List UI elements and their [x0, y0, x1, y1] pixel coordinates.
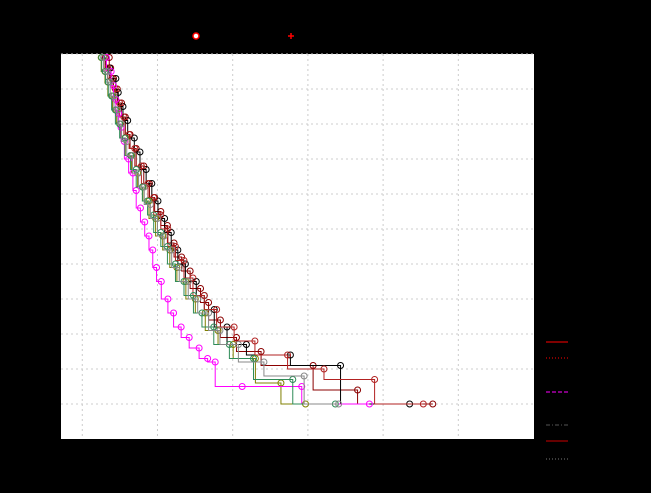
- series-2-point-14: [180, 257, 188, 264]
- series-2-point-8: [137, 162, 145, 170]
- series-2-point-12: [164, 225, 172, 233]
- series-4-point-23: [238, 383, 246, 390]
- series-2-point-19: [251, 337, 259, 345]
- series-5-point-5: [116, 120, 124, 128]
- series-6-point-16: [194, 295, 202, 303]
- series-2-point-22: [371, 376, 379, 383]
- series-0-point-23: [429, 400, 437, 408]
- series-4-point-21: [204, 355, 212, 362]
- series-1-point-9: [148, 180, 156, 187]
- series-4-point-20: [195, 344, 203, 352]
- series-6-point-21: [300, 372, 308, 380]
- series-6-point-9: [140, 183, 148, 191]
- series-4-point-24: [298, 383, 306, 390]
- series-6-point-14: [175, 264, 183, 271]
- series-0-point-17: [205, 299, 213, 306]
- series-2-point-4: [116, 99, 124, 107]
- series-0-point-18: [216, 316, 224, 324]
- series-1-point-14: [181, 260, 189, 268]
- series-6-point-0: [100, 54, 108, 61]
- series-4-point-18: [177, 323, 185, 331]
- series-6-point-13: [168, 246, 176, 254]
- series-6-point-3: [110, 92, 118, 100]
- series-6-point-17: [205, 309, 213, 317]
- series-1-point-10: [154, 197, 162, 205]
- series-6-point-4: [114, 106, 122, 114]
- series-2-point-7: [131, 145, 139, 152]
- series-5-point-2: [104, 78, 112, 86]
- series-1-point-11: [161, 215, 169, 222]
- series-4-point-22: [211, 358, 219, 366]
- series-6-point-22: [335, 400, 343, 408]
- series-6-point-5: [118, 120, 126, 128]
- series-1-point-21: [337, 362, 345, 369]
- series-6: [100, 54, 343, 408]
- series-6-point-8: [135, 169, 143, 177]
- series-4-point-14: [153, 264, 161, 271]
- series-4-point-17: [170, 309, 178, 317]
- legend-circle-icon: [192, 32, 200, 40]
- series-5-point-3: [108, 92, 116, 100]
- series-2-point-9: [144, 180, 152, 187]
- series-6-point-15: [184, 278, 192, 285]
- series-2-point-15: [189, 274, 197, 282]
- right-legend: [546, 341, 568, 460]
- series-4-point-15: [157, 278, 165, 285]
- series-4-point-13: [149, 246, 157, 254]
- series-6-point-7: [128, 152, 136, 159]
- series-2-point-5: [120, 113, 128, 121]
- series-2-point-10: [150, 194, 158, 201]
- series-6-point-1: [103, 68, 111, 75]
- series-1-point-5: [124, 117, 132, 124]
- series-5-point-4: [111, 106, 119, 114]
- series-5-point-1: [101, 68, 109, 75]
- series-6-point-2: [106, 78, 114, 86]
- series-0-point-16: [197, 285, 205, 292]
- series-1-point-6: [130, 134, 138, 142]
- series-6-point-11: [153, 215, 161, 222]
- series-2-point-17: [213, 306, 221, 313]
- series-layer: [97, 54, 437, 408]
- top-legend: [192, 32, 294, 40]
- series-1-point-7: [136, 148, 144, 156]
- series-0-point-15: [186, 267, 194, 275]
- series-4-point-16: [164, 295, 172, 303]
- series-6-point-10: [146, 201, 154, 208]
- series-4-line: [105, 57, 370, 405]
- series-5-point-0: [98, 54, 106, 61]
- plot-area: [61, 54, 534, 439]
- series-4-point-12: [145, 232, 153, 240]
- series-2-point-13: [171, 243, 179, 250]
- series-4-point-11: [141, 218, 149, 226]
- series-2-point-6: [125, 131, 133, 138]
- series-6-point-20: [260, 358, 268, 366]
- series-1-point-2: [112, 75, 120, 82]
- series-1-point-8: [142, 166, 150, 173]
- series-4-point-10: [136, 204, 144, 212]
- series-4-point-25: [365, 400, 373, 408]
- series-6-point-12: [160, 232, 168, 240]
- series-2-point-3: [111, 85, 119, 93]
- series-0-point-22: [354, 386, 362, 394]
- series-6-point-18: [216, 327, 224, 334]
- series-2-point-21: [320, 365, 328, 373]
- series-2-point-23: [419, 400, 427, 408]
- series-2-point-18: [230, 323, 238, 331]
- series-2-point-2: [108, 75, 116, 82]
- legend-plus-icon: [288, 33, 294, 39]
- series-6-point-6: [123, 138, 131, 145]
- series-6-point-19: [234, 341, 242, 348]
- series-4-point-19: [185, 334, 193, 341]
- series-2-point-20: [284, 351, 292, 359]
- series-4-point-3: [112, 96, 120, 103]
- series-2-point-16: [200, 292, 208, 299]
